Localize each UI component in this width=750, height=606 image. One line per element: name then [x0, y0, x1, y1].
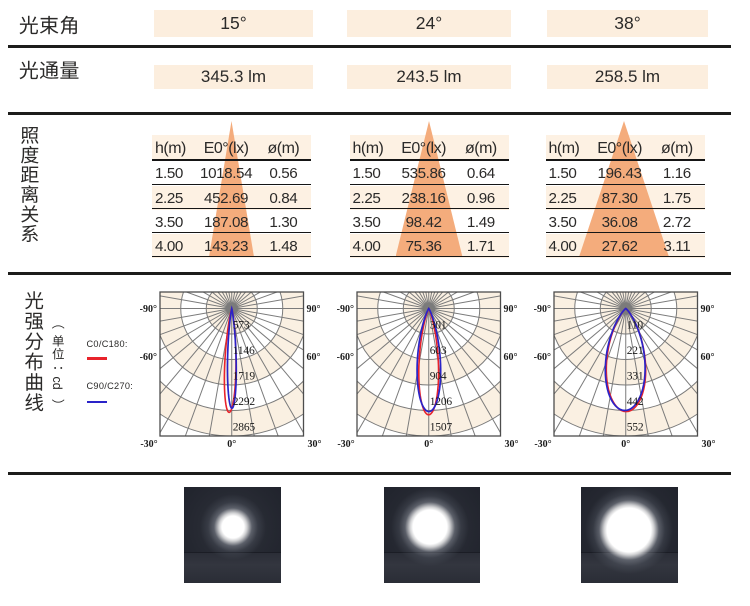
svg-text:-30°: -30° [337, 439, 354, 450]
svg-text:-30°: -30° [534, 439, 551, 450]
svg-text:1507: 1507 [429, 422, 452, 434]
svg-text:0°: 0° [621, 439, 630, 450]
svg-text:90°: 90° [503, 304, 517, 315]
svg-text:-90°: -90° [533, 304, 550, 315]
svg-text:1146: 1146 [232, 345, 254, 357]
svg-text:552: 552 [626, 422, 643, 434]
svg-text:30°: 30° [701, 439, 715, 450]
svg-text:-60°: -60° [139, 352, 156, 363]
svg-text:-60°: -60° [336, 352, 353, 363]
svg-text:-90°: -90° [336, 304, 353, 315]
svg-text:-60°: -60° [533, 352, 550, 363]
svg-text:60°: 60° [700, 352, 714, 363]
svg-text:30°: 30° [504, 439, 518, 450]
svg-text:331: 331 [626, 371, 643, 383]
svg-text:90°: 90° [700, 304, 714, 315]
svg-text:904: 904 [429, 371, 446, 383]
svg-text:60°: 60° [503, 352, 517, 363]
svg-text:221: 221 [626, 345, 643, 357]
svg-text:0°: 0° [227, 439, 236, 450]
svg-text:2292: 2292 [232, 396, 255, 408]
svg-text:0°: 0° [424, 439, 433, 450]
svg-text:cd: cd [50, 377, 64, 390]
svg-text:30°: 30° [307, 439, 321, 450]
svg-text:-90°: -90° [139, 304, 156, 315]
svg-text:1206: 1206 [429, 396, 452, 408]
svg-text:60°: 60° [306, 352, 320, 363]
svg-text:90°: 90° [306, 304, 320, 315]
svg-text:2865: 2865 [232, 422, 255, 434]
svg-text:442: 442 [626, 396, 643, 408]
svg-text:301: 301 [429, 320, 446, 332]
svg-text:573: 573 [232, 320, 249, 332]
svg-text:-30°: -30° [140, 439, 157, 450]
svg-text:1719: 1719 [232, 371, 255, 383]
svg-text:603: 603 [429, 345, 446, 357]
svg-text:110: 110 [626, 320, 643, 332]
